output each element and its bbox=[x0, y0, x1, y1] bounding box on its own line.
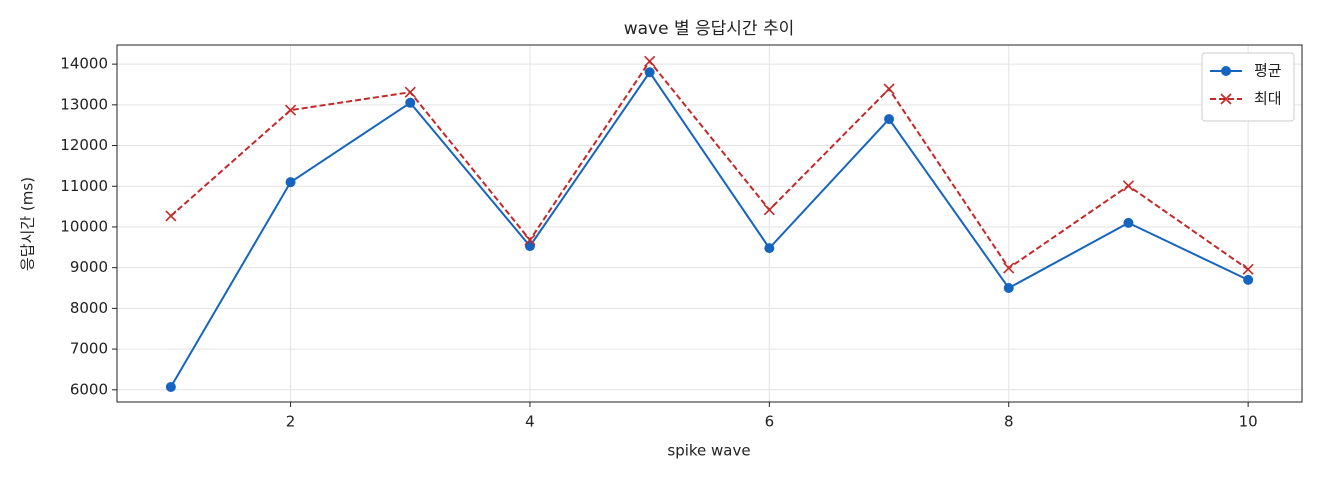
series-line bbox=[170, 59, 1249, 271]
legend-label: 평균 bbox=[1254, 62, 1282, 80]
marker bbox=[285, 177, 296, 188]
legend-marker bbox=[1220, 93, 1232, 105]
chart-title: wave 별 응답시간 추이 bbox=[624, 19, 795, 39]
marker bbox=[404, 86, 416, 98]
x-tick-label: 2 bbox=[286, 413, 296, 431]
marker bbox=[644, 67, 655, 78]
series-line bbox=[170, 70, 1249, 388]
marker bbox=[884, 114, 895, 125]
y-tick-label: 10000 bbox=[60, 217, 108, 235]
legend-label: 최대 bbox=[1254, 90, 1282, 108]
marker bbox=[883, 83, 895, 95]
y-axis-label: 응답시간 (ms) bbox=[19, 177, 37, 271]
marker bbox=[1003, 283, 1014, 294]
marker bbox=[1243, 274, 1254, 285]
x-tick-label: 4 bbox=[525, 413, 535, 431]
marker bbox=[1242, 263, 1254, 275]
marker bbox=[284, 104, 297, 116]
marker bbox=[1003, 262, 1015, 274]
y-tick-label: 14000 bbox=[60, 55, 108, 73]
marker bbox=[1123, 217, 1134, 228]
y-tick-label: 12000 bbox=[60, 136, 108, 154]
y-tick-label: 11000 bbox=[60, 177, 108, 195]
marker bbox=[764, 243, 775, 254]
marker bbox=[644, 55, 656, 67]
y-tick-label: 8000 bbox=[70, 299, 108, 317]
marker bbox=[405, 97, 416, 108]
x-tick-label: 6 bbox=[765, 413, 775, 431]
x-tick-label: 8 bbox=[1004, 413, 1014, 431]
marker bbox=[165, 381, 176, 392]
y-tick-label: 7000 bbox=[70, 340, 108, 358]
x-tick-label: 10 bbox=[1239, 413, 1258, 431]
y-tick-label: 6000 bbox=[70, 380, 108, 398]
marker bbox=[763, 204, 775, 216]
plot-frame bbox=[116, 44, 1303, 403]
marker bbox=[524, 234, 536, 246]
marker bbox=[1122, 180, 1135, 192]
x-axis-label: spike wave bbox=[667, 442, 750, 460]
legend-marker bbox=[1221, 66, 1231, 76]
y-tick-label: 9000 bbox=[70, 258, 108, 276]
marker bbox=[165, 210, 177, 222]
y-tick-label: 13000 bbox=[60, 95, 108, 113]
